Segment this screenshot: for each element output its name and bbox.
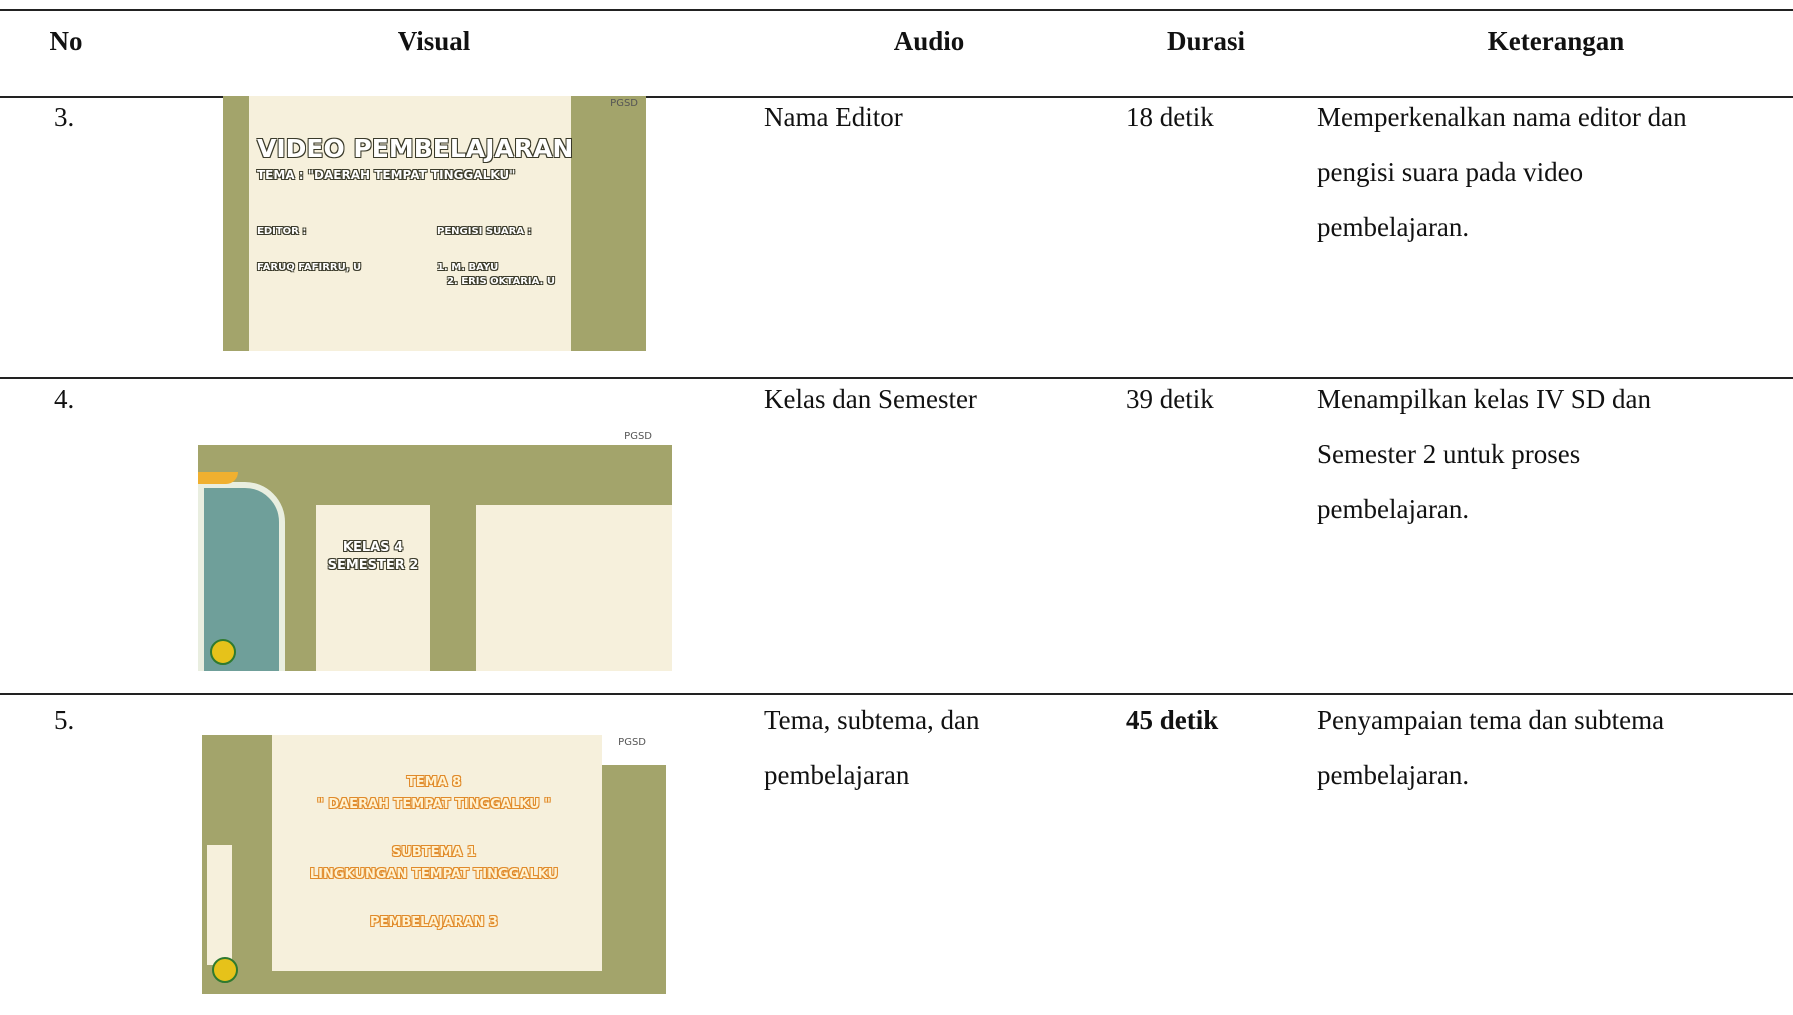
thumb-text: FARUQ FAFIRRU, U [257, 262, 362, 273]
audio: Kelas dan Semester [764, 384, 977, 414]
row-no: 5. [54, 705, 75, 735]
durasi: 18 detik [1126, 102, 1214, 132]
audio: Tema, subtema, dan [764, 705, 980, 735]
keterangan: Menampilkan kelas IV SD dan [1317, 384, 1651, 414]
keterangan: pembelajaran. [1317, 760, 1470, 790]
thumb-text: PENGISI SUARA : [437, 226, 532, 237]
durasi: 39 detik [1126, 384, 1214, 414]
row-no: 4. [54, 384, 75, 414]
thumb-text: TEMA 8 [406, 775, 462, 790]
header-cell: Durasi [1166, 26, 1245, 56]
thumbnail: PGSD TEMA 8 " DAERAH TEMPAT TINGGALKU " … [202, 735, 666, 994]
keterangan: Semester 2 untuk proses [1317, 439, 1581, 469]
logo: PGSD [610, 98, 638, 109]
thumb-text: 2. ERIS OKTARIA. U [447, 276, 555, 287]
rule [0, 9, 1793, 11]
keterangan: pembelajaran. [1317, 494, 1470, 524]
header-cell: No [49, 26, 83, 56]
header-cell: Audio [893, 26, 965, 56]
thumb-text: SUBTEMA 1 [391, 845, 477, 860]
keterangan: Memperkenalkan nama editor dan [1317, 102, 1687, 132]
thumbnail: PGSD VIDEO PEMBELAJARAN TEMA : "DAERAH T… [223, 96, 646, 351]
thumb-text: SEMESTER 2 [327, 558, 419, 573]
rule [0, 693, 1793, 695]
header-cell: Visual [397, 26, 471, 56]
rule [0, 377, 1793, 379]
thumb-text: 1. M. BAYU [437, 262, 499, 273]
thumb-text: " DAERAH TEMPAT TINGGALKU " [317, 797, 551, 812]
logo: PGSD [624, 431, 652, 442]
audio: Nama Editor [764, 102, 903, 132]
keterangan: Penyampaian tema dan subtema [1317, 705, 1665, 735]
thumb-text: EDITOR : [257, 226, 307, 237]
durasi: 45 detik [1126, 705, 1219, 735]
keterangan: pembelajaran. [1317, 212, 1470, 242]
thumbnail: PGSD KELAS 4 SEMESTER 2 [198, 427, 672, 671]
row-no: 3. [54, 102, 75, 132]
logo: PGSD [618, 737, 646, 748]
rule [0, 96, 1793, 98]
thumb-text: PEMBELAJARAN 3 [370, 915, 498, 930]
keterangan: pengisi suara pada video [1317, 157, 1584, 187]
thumb-text: TEMA : "DAERAH TEMPAT TINGGALKU" [257, 168, 516, 182]
header-cell: Keterangan [1487, 26, 1625, 56]
thumb-text: VIDEO PEMBELAJARAN [257, 134, 574, 163]
audio: pembelajaran [764, 760, 910, 790]
thumb-text: LINGKUNGAN TEMPAT TINGGALKU [309, 867, 559, 882]
thumb-text: KELAS 4 [342, 540, 404, 555]
